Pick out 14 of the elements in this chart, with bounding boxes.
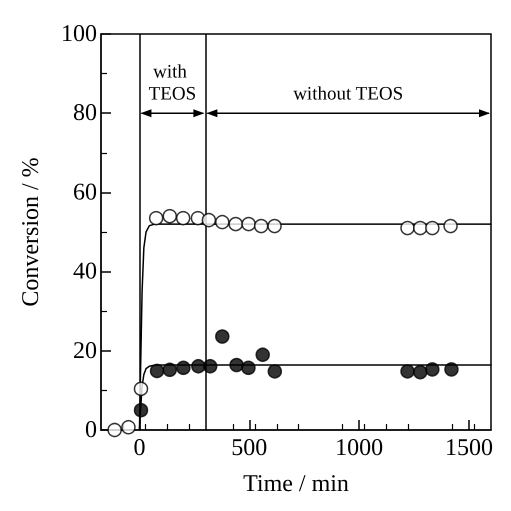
annotation: without TEOS <box>293 84 404 105</box>
x-tick-label: 1000 <box>335 435 384 461</box>
y-tick-label: 60 <box>73 179 97 206</box>
x-tick-label: 500 <box>231 435 268 461</box>
annotation: with TEOS <box>148 62 196 105</box>
y-tick-label: 100 <box>61 21 97 47</box>
y-tick-label: 80 <box>73 100 97 126</box>
y-tick-label: 20 <box>73 338 97 364</box>
y-axis-title: Conversion / % <box>18 157 44 307</box>
x-tick-label: 1500 <box>445 435 494 461</box>
y-tick-label: 40 <box>73 258 97 285</box>
x-axis-title: Time / min <box>243 471 349 497</box>
y-tick-label: 0 <box>85 417 97 443</box>
x-tick-label: 0 <box>133 435 146 461</box>
